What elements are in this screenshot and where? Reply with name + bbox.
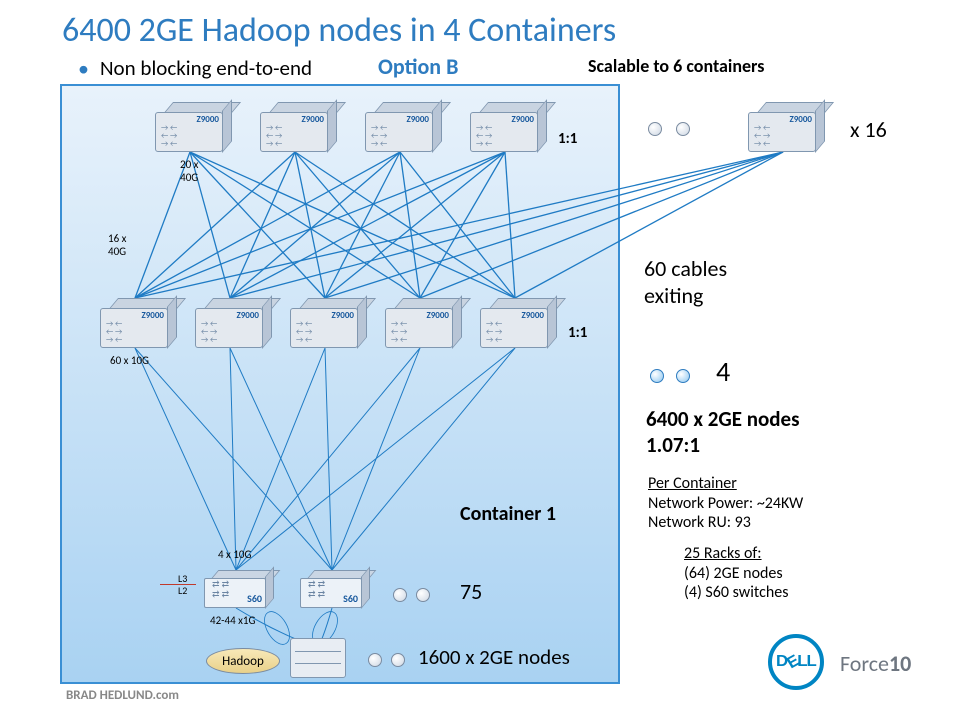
mid-count: 4 (716, 354, 730, 389)
footer-credit: BRAD HEDLUND.com (66, 688, 179, 703)
spine-switch-2: Z9000 → ←← →→ ← (365, 102, 443, 152)
mid-dot-1 (650, 369, 664, 383)
force10-logo: Force10 (840, 650, 911, 677)
racks-line2: (4) S60 switches (684, 583, 788, 602)
s60-switch-1: ⇄ ⇄⇄ ⇄ S60 (300, 570, 372, 608)
option-label: Option B (378, 53, 458, 80)
server-stack (290, 638, 346, 678)
scalable-label: Scalable to 6 containers (588, 55, 764, 77)
spine-switch-3: Z9000 → ←← →→ ← (470, 102, 548, 152)
s60-caption-below: 42-44 x1G (210, 614, 255, 627)
leaf-side-label: 16 x 40G (108, 232, 126, 258)
bottom-nodes: 1600 x 2GE nodes (418, 644, 570, 670)
s60-count: 75 (460, 578, 482, 605)
spine-ratio: 1:1 (558, 130, 577, 148)
page-title: 6400 2GE Hadoop nodes in 4 Containers (62, 10, 616, 51)
mid-dot-2 (676, 369, 690, 383)
spine-dot-2 (676, 122, 690, 136)
nodes-total: 6400 x 2GE nodes (646, 406, 800, 432)
leaf-switch-0: Z9000 → ←← →→ ← (100, 298, 178, 348)
leaf-switch-1: Z9000 → ←← →→ ← (195, 298, 273, 348)
spine-switch-0: Z9000 → ←← →→ ← (155, 102, 233, 152)
leaf-switch-4: Z9000 → ←← →→ ← (480, 298, 558, 348)
overall-ratio: 1.07:1 (646, 432, 700, 458)
racks-title: 25 Racks of: (684, 544, 762, 563)
l3l2-line (160, 584, 196, 585)
bullet-dot: • (78, 55, 89, 82)
l2-label: L2 (178, 584, 187, 597)
container-label: Container 1 (460, 502, 556, 526)
spine-mult: x 16 (850, 116, 887, 143)
s60-switch-0: ⇄ ⇄⇄ ⇄ S60 (204, 570, 276, 608)
bottom-dot-1 (368, 653, 382, 667)
spine-switch-ext: Z9000 → ←← →→ ← (748, 102, 826, 152)
hadoop-oval: Hadoop (206, 648, 280, 674)
leaf-switch-2: Z9000 → ←← →→ ← (290, 298, 368, 348)
bottom-dot-2 (391, 653, 405, 667)
spine-dot-1 (648, 122, 662, 136)
leaf-caption: 60 x 10G (110, 354, 149, 367)
leaf-ratio: 1:1 (568, 324, 587, 342)
cables-label: 60 cables exiting (644, 255, 727, 309)
subtitle: Non blocking end-to-end (100, 55, 312, 81)
leaf-switch-3: Z9000 → ←← →→ ← (385, 298, 463, 348)
s60-dot-2 (416, 588, 430, 602)
per-container-line2: Network RU: 93 (648, 513, 751, 532)
per-container-line1: Network Power: ~24KW (648, 494, 803, 513)
s60-caption-top: 4 x 10G (218, 548, 251, 561)
per-container-title: Per Container (648, 474, 737, 493)
spine-caption: 20 x 40G (180, 158, 198, 184)
s60-dot-1 (393, 588, 407, 602)
dell-logo: DELL (768, 634, 824, 690)
racks-line1: (64) 2GE nodes (684, 564, 783, 583)
spine-switch-1: Z9000 → ←← →→ ← (260, 102, 338, 152)
